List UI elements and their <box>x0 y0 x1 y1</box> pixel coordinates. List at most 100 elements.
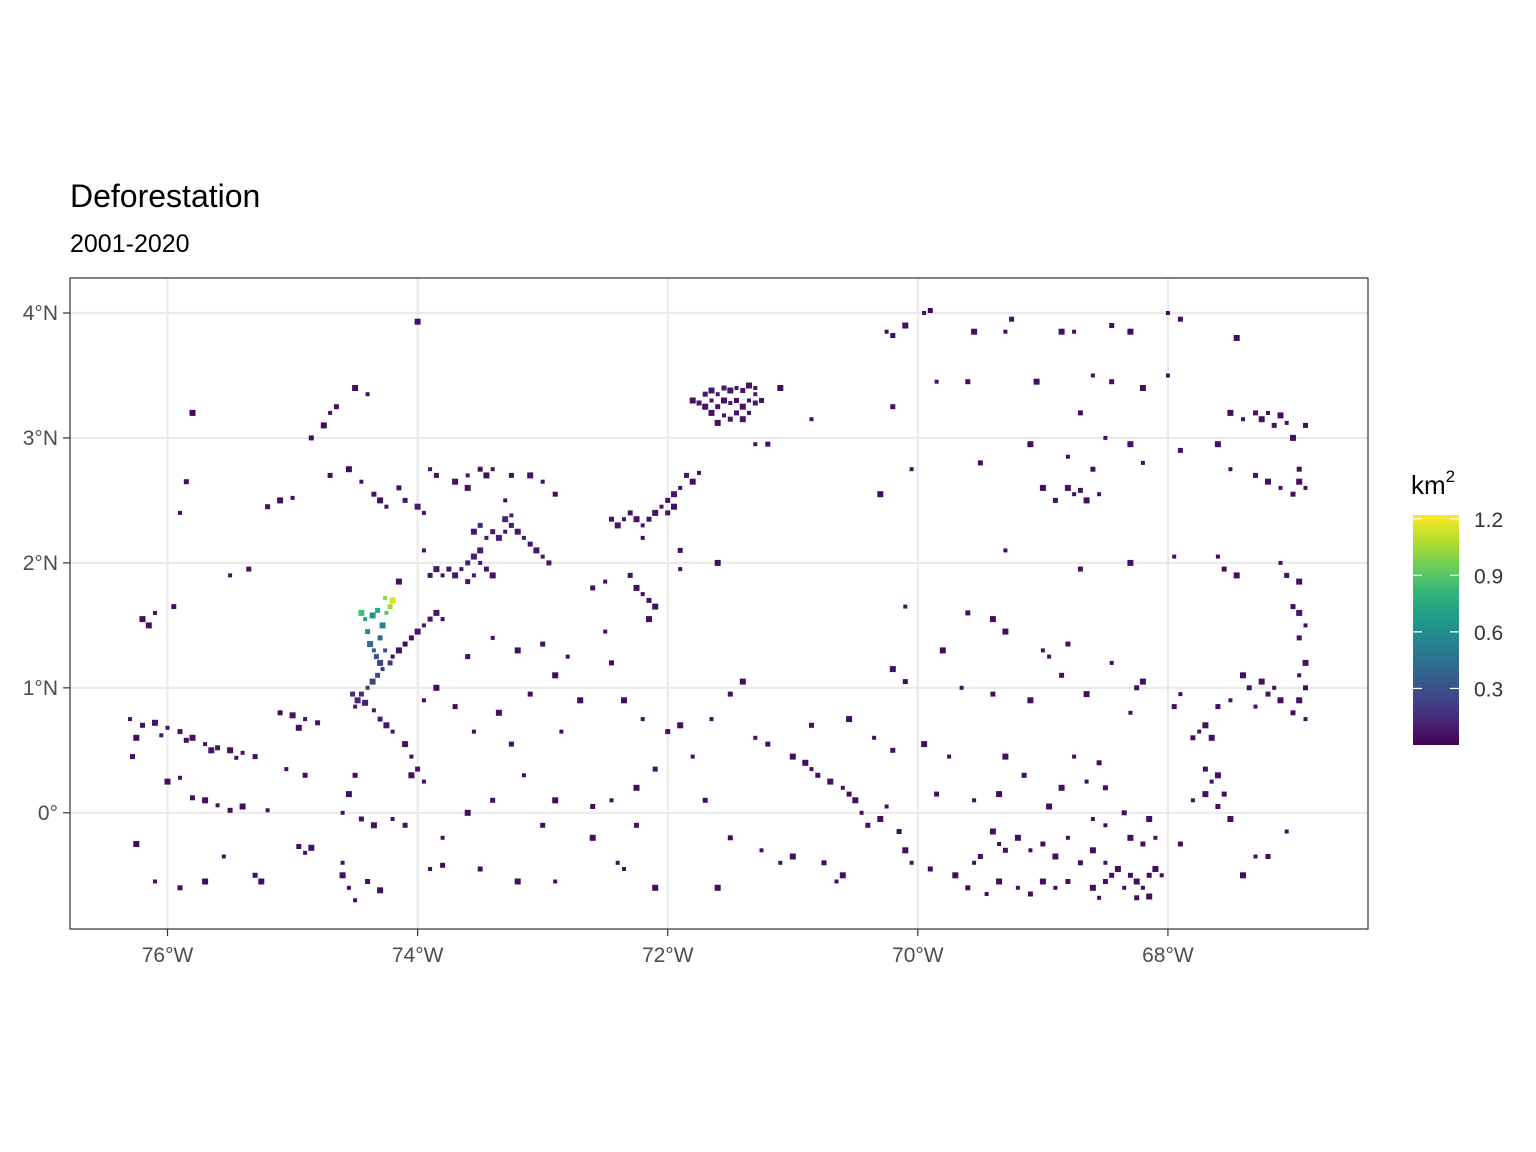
data-cell <box>340 860 345 865</box>
data-cell <box>377 716 383 722</box>
data-cell <box>328 410 333 415</box>
data-cell <box>327 472 333 478</box>
data-cell <box>1290 491 1296 497</box>
data-cell <box>889 666 896 673</box>
data-cell <box>290 495 295 500</box>
data-cell <box>872 735 877 740</box>
data-cell <box>815 772 821 778</box>
x-axis: 76°W 74°W 72°W 70°W 68°W <box>142 929 1194 967</box>
data-cell <box>421 779 426 784</box>
data-cell <box>714 419 721 426</box>
data-cell <box>384 610 389 615</box>
data-cell <box>727 691 733 697</box>
data-cell <box>1290 434 1296 441</box>
data-cell <box>414 503 421 510</box>
data-cell <box>753 392 758 397</box>
data-cell <box>1065 879 1071 884</box>
data-cell <box>421 510 426 515</box>
data-cell <box>972 860 977 865</box>
data-cell <box>678 485 683 490</box>
data-cell <box>1271 422 1277 428</box>
data-cell <box>508 472 514 478</box>
data-cell <box>947 754 952 759</box>
data-cell <box>440 573 445 578</box>
data-cell <box>609 516 614 522</box>
data-cell <box>1177 841 1183 847</box>
data-cell <box>1064 484 1071 491</box>
data-cell <box>989 616 996 623</box>
data-cell <box>189 409 196 416</box>
data-cell <box>1208 734 1215 741</box>
data-cell <box>178 775 182 780</box>
data-cell <box>183 737 189 743</box>
data-cell <box>1114 866 1121 872</box>
data-cell <box>739 416 746 423</box>
data-cell <box>459 567 464 572</box>
data-cell <box>1015 885 1020 890</box>
data-cell <box>228 573 233 578</box>
data-cell <box>922 311 927 315</box>
data-cell <box>697 470 701 475</box>
data-cells <box>128 308 1309 903</box>
data-cell <box>759 398 764 403</box>
data-cell <box>640 523 645 528</box>
data-cell <box>540 554 545 559</box>
data-cell <box>1127 441 1134 448</box>
data-cell <box>652 766 658 772</box>
data-cell <box>1109 323 1115 328</box>
data-cell <box>1133 878 1140 885</box>
data-cell <box>952 872 959 879</box>
data-cell <box>559 729 564 734</box>
data-cell <box>1084 779 1089 784</box>
data-cell <box>884 329 889 334</box>
data-cell <box>159 733 164 738</box>
x-tick-label: 68°W <box>1142 944 1194 967</box>
data-cell <box>902 679 908 685</box>
data-cell <box>1240 872 1246 879</box>
data-cell <box>477 547 484 554</box>
data-cell <box>1202 722 1209 729</box>
data-cell <box>902 847 909 854</box>
data-cell <box>514 878 521 885</box>
data-cell <box>1303 685 1308 691</box>
data-cell <box>1039 484 1046 491</box>
data-cell <box>1228 698 1233 703</box>
data-cell <box>1240 672 1246 679</box>
data-cell <box>1077 566 1083 572</box>
data-cell <box>353 898 358 903</box>
data-cell <box>1039 878 1046 885</box>
data-cell <box>1077 860 1083 866</box>
data-cell <box>489 572 496 579</box>
data-cell <box>380 667 385 672</box>
data-cell <box>375 607 381 613</box>
data-cell <box>128 717 132 722</box>
data-cell <box>721 385 727 391</box>
data-cell <box>390 729 395 734</box>
data-cell <box>277 497 284 504</box>
data-cell <box>1097 895 1102 900</box>
y-axis: 4°N 3°N 2°N 1°N 0° <box>23 302 70 825</box>
data-cell <box>1228 467 1233 472</box>
data-cell <box>484 535 489 540</box>
data-cell <box>289 712 296 719</box>
data-cell <box>965 885 971 891</box>
data-cell <box>634 822 639 828</box>
data-cell <box>477 522 483 528</box>
legend-title-superscript: 2 <box>1445 467 1456 486</box>
data-cell <box>375 672 381 678</box>
data-cell <box>164 778 171 785</box>
data-cell <box>1139 385 1146 391</box>
data-cell <box>1033 378 1040 385</box>
data-cell <box>777 385 784 391</box>
data-cell <box>552 491 558 497</box>
data-cell <box>421 698 426 703</box>
data-cell <box>603 629 608 634</box>
data-cell <box>646 516 652 522</box>
data-cell <box>659 504 664 509</box>
data-cell <box>490 797 496 803</box>
data-cell <box>440 835 445 840</box>
data-cell <box>252 872 258 878</box>
data-cell <box>709 398 714 403</box>
legend-title: km2 <box>1411 467 1456 501</box>
data-cell <box>984 892 989 896</box>
